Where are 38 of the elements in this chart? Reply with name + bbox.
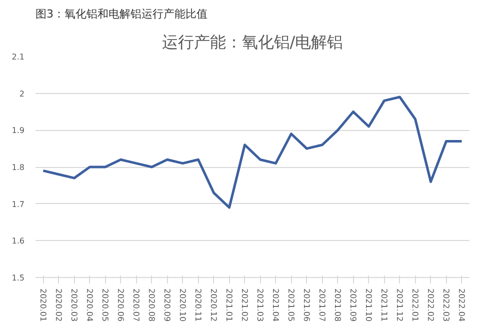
y-tick-label: 2.1 bbox=[12, 52, 25, 62]
x-tick-label: 2022.01 bbox=[410, 288, 420, 322]
y-tick-label: 2 bbox=[19, 89, 25, 98]
x-tick-label: 2021.02 bbox=[240, 288, 249, 322]
y-tick-label: 1.8 bbox=[12, 163, 25, 172]
x-tick-label: 2020.09 bbox=[162, 288, 172, 322]
x-tick-label: 2021.10 bbox=[364, 288, 373, 322]
x-tick-label: 2021.06 bbox=[302, 288, 311, 322]
line-series bbox=[42, 96, 463, 209]
x-tick-label: 2021.01 bbox=[224, 288, 234, 322]
chart-title: 运行产能：氧化铝/电解铝 bbox=[162, 32, 344, 52]
x-tick-label: 2021.08 bbox=[332, 288, 342, 322]
x-tick-label: 2022.04 bbox=[456, 288, 466, 322]
x-tick-label: 2021.11 bbox=[379, 288, 388, 322]
x-tick-label: 2020.03 bbox=[69, 288, 78, 322]
x-tick-label: 2020.01 bbox=[38, 288, 48, 322]
x-tick-label: 2020.06 bbox=[116, 288, 125, 322]
y-tick-label: 1.6 bbox=[12, 236, 25, 246]
x-tick-label: 2020.08 bbox=[146, 288, 156, 322]
x-tick-label: 2021.04 bbox=[270, 288, 280, 322]
x-tick-label: 2022.03 bbox=[441, 288, 450, 322]
x-tick-label: 2021.09 bbox=[348, 288, 358, 322]
x-tick-label: 2020.02 bbox=[54, 288, 63, 322]
x-tick-label: 2021.12 bbox=[394, 288, 404, 322]
y-tick-label: 1.7 bbox=[12, 200, 25, 209]
x-tick-label: 2020.10 bbox=[178, 288, 187, 322]
x-tick-label: 2021.07 bbox=[317, 288, 326, 322]
y-tick-label: 1.5 bbox=[12, 274, 25, 282]
x-tick-label: 2021.03 bbox=[255, 288, 264, 322]
x-tick-label: 2021.05 bbox=[286, 288, 296, 322]
x-tick-label: 2020.04 bbox=[84, 288, 94, 322]
y-tick-label: 1.9 bbox=[12, 126, 25, 136]
chart-subtitle: 图3：氧化铝和电解铝运行产能比值 bbox=[36, 8, 208, 20]
x-tick-label: 2022.02 bbox=[426, 288, 435, 322]
x-tick-label: 2020.12 bbox=[208, 288, 218, 322]
x-tick-label: 2020.07 bbox=[131, 288, 140, 322]
x-tick-label: 2020.05 bbox=[100, 288, 110, 322]
x-tick-label: 2020.11 bbox=[193, 288, 202, 322]
